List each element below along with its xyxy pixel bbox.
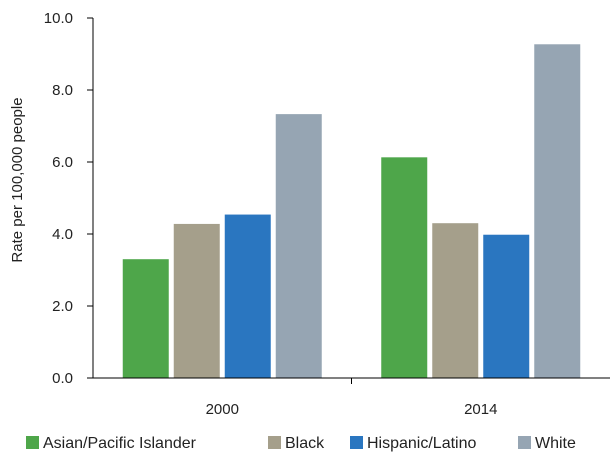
legend-swatch <box>350 436 363 449</box>
y-tick-label: 4.0 <box>52 226 73 243</box>
y-tick-label: 10.0 <box>44 10 73 27</box>
bar-asian-pacific-islander-2014 <box>381 157 428 378</box>
legend: Asian/Pacific Islander Black Hispanic/Lati… <box>26 435 576 452</box>
bar-hispanic-latino-2000 <box>224 214 271 378</box>
bars-layer <box>122 44 581 379</box>
y-tick-label: 2.0 <box>52 298 73 315</box>
y-tick-label: 8.0 <box>52 82 73 99</box>
legend-swatch <box>26 436 39 449</box>
y-tick-label: 0.0 <box>52 370 73 387</box>
bar-white-2014 <box>534 44 581 378</box>
legend-label: White <box>535 435 576 452</box>
y-axis-title: Rate per 100,000 people <box>9 97 26 262</box>
x-tick-label: 2000 <box>206 401 239 418</box>
bar-black-2000 <box>173 223 220 378</box>
legend-swatch <box>518 436 531 449</box>
legend-swatch <box>268 436 281 449</box>
bar-white-2000 <box>275 114 322 379</box>
bar-hispanic-latino-2014 <box>483 234 530 378</box>
bar-black-2014 <box>432 223 479 378</box>
y-tick-label: 6.0 <box>52 154 73 171</box>
axes-layer: 0.0 2.0 4.0 6.0 8.0 10.0 2000 2014 <box>44 10 610 418</box>
legend-label: Black <box>285 435 325 452</box>
x-tick-label: 2014 <box>464 401 497 418</box>
legend-label: Asian/Pacific Islander <box>43 435 197 452</box>
legend-label: Hispanic/Latino <box>367 435 477 452</box>
bar-asian-pacific-islander-2000 <box>122 259 169 378</box>
